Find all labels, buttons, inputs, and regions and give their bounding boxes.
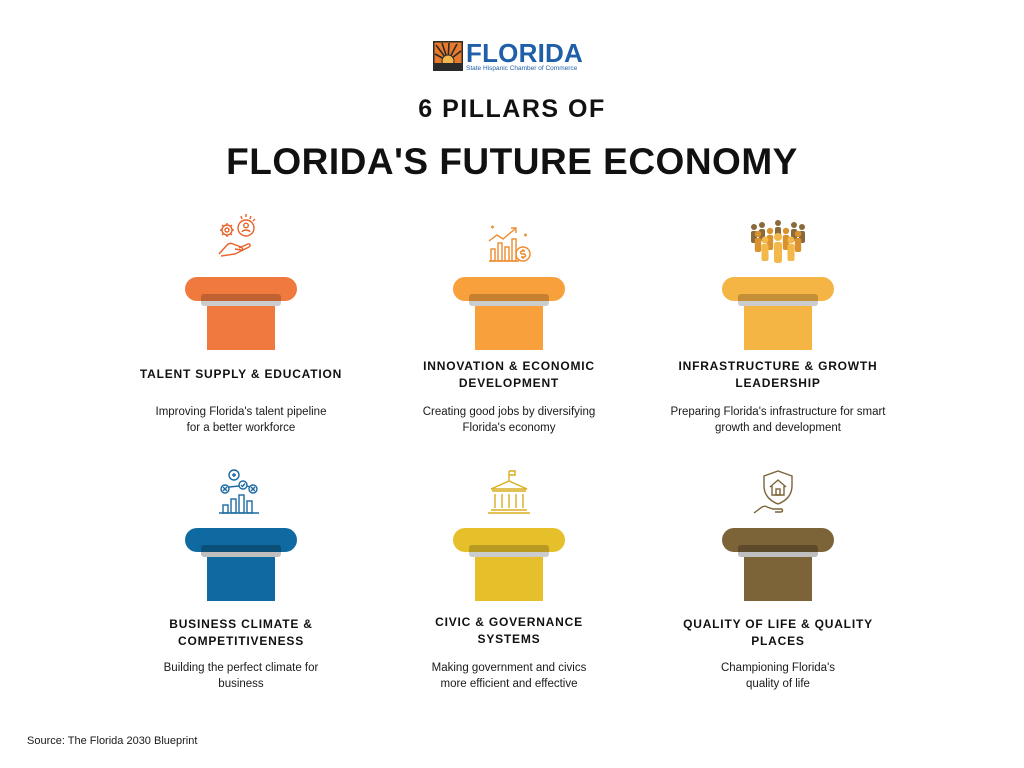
pillar-column-icon	[453, 277, 565, 350]
pillar-civic: CIVIC & GOVERNANCE SYSTEMS Making govern…	[389, 465, 629, 735]
pillar-column-icon	[185, 277, 297, 350]
pillar-name: INNOVATION & ECONOMIC DEVELOPMENT	[423, 359, 595, 390]
people-group-icon	[751, 220, 805, 263]
pillar-description: Improving Florida's talent pipeline for …	[155, 406, 327, 434]
pillar-column-icon	[453, 528, 565, 601]
title-line-1: 6 PILLARS OF	[418, 95, 606, 123]
pillar-description: Championing Florida's quality of life	[720, 662, 836, 690]
pillar-column-icon	[185, 528, 297, 601]
government-building-icon	[488, 470, 530, 514]
pillar-name: CIVIC & GOVERNANCE SYSTEMS	[435, 615, 583, 646]
pillar-innovation: INNOVATION & ECONOMIC DEVELOPMENT Creati…	[389, 205, 629, 475]
pillar-quality: QUALITY OF LIFE & QUALITY PLACES Champio…	[658, 465, 898, 735]
bar-chart-analysis-icon	[219, 469, 259, 514]
pillar-talent: TALENT SUPPLY & EDUCATION Improving Flor…	[121, 205, 361, 475]
source-note: Source: The Florida 2030 Blueprint	[27, 735, 198, 747]
logo-wordmark: FLORIDA	[466, 38, 583, 68]
pillar-column-icon	[722, 528, 834, 601]
pillar-description: Making government and civics more effici…	[431, 662, 587, 690]
growth-chart-dollar-icon	[488, 225, 531, 262]
pillar-description: Preparing Florida's infrastructure for s…	[670, 406, 886, 434]
pillar-column-icon	[722, 277, 834, 350]
pillar-business: BUSINESS CLIMATE & COMPETITIVENESS Build…	[121, 465, 361, 735]
pillar-name: TALENT SUPPLY & EDUCATION	[139, 367, 343, 381]
pillar-description: Building the perfect climate for busines…	[163, 662, 319, 690]
title-line-2: FLORIDA'S FUTURE ECONOMY	[226, 141, 798, 182]
pillar-name: QUALITY OF LIFE & QUALITY PLACES	[683, 617, 873, 648]
chamber-logo: FLORIDA State Hispanic Chamber of Commer…	[433, 38, 593, 73]
pillar-infrastructure: INFRASTRUCTURE & GROWTH LEADERSHIP Prepa…	[658, 205, 898, 475]
logo-subtitle: State Hispanic Chamber of Commerce	[466, 65, 578, 72]
pillar-name: INFRASTRUCTURE & GROWTH LEADERSHIP	[678, 359, 878, 390]
sun-logo-icon	[433, 41, 463, 71]
pillar-name: BUSINESS CLIMATE & COMPETITIVENESS	[169, 617, 313, 648]
pillar-description: Creating good jobs by diversifying Flori…	[422, 406, 596, 434]
hand-gear-person-icon	[218, 214, 256, 257]
house-shield-hand-icon	[753, 470, 793, 514]
